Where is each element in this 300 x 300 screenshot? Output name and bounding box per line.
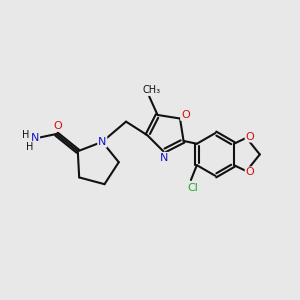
Text: H: H bbox=[26, 142, 33, 152]
Text: O: O bbox=[181, 110, 190, 120]
Text: N: N bbox=[31, 134, 39, 143]
Text: N: N bbox=[160, 153, 168, 163]
Text: N: N bbox=[98, 137, 106, 147]
Text: CH₃: CH₃ bbox=[142, 85, 161, 95]
Text: Cl: Cl bbox=[187, 183, 198, 193]
Text: O: O bbox=[53, 121, 62, 131]
Text: H: H bbox=[22, 130, 30, 140]
Text: O: O bbox=[246, 167, 254, 177]
Text: O: O bbox=[246, 132, 254, 142]
